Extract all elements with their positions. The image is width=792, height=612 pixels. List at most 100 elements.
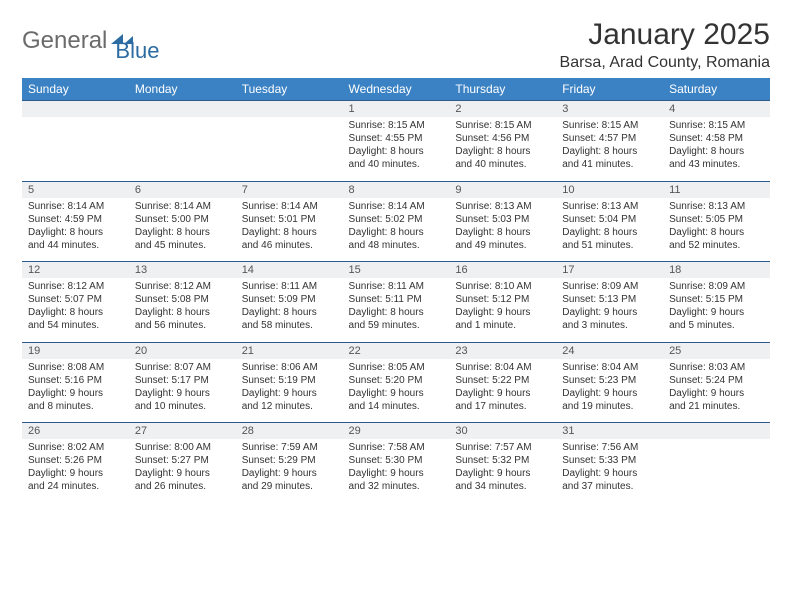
daylight-text-2: and 32 minutes. bbox=[349, 480, 444, 493]
sunrise-text: Sunrise: 8:08 AM bbox=[28, 361, 123, 374]
sunrise-text: Sunrise: 8:14 AM bbox=[349, 200, 444, 213]
sunset-text: Sunset: 5:03 PM bbox=[455, 213, 550, 226]
logo-text-general: General bbox=[22, 27, 107, 55]
sunset-text: Sunset: 5:32 PM bbox=[455, 454, 550, 467]
daylight-text-2: and 3 minutes. bbox=[562, 319, 657, 332]
daylight-text-2: and 59 minutes. bbox=[349, 319, 444, 332]
daylight-text-1: Daylight: 9 hours bbox=[562, 306, 657, 319]
date-cell bbox=[663, 423, 770, 440]
daylight-text-2: and 8 minutes. bbox=[28, 400, 123, 413]
daylight-text-1: Daylight: 9 hours bbox=[669, 387, 764, 400]
date-cell: 21 bbox=[236, 342, 343, 359]
date-cell: 28 bbox=[236, 423, 343, 440]
date-cell: 18 bbox=[663, 262, 770, 279]
daylight-text-1: Daylight: 9 hours bbox=[135, 467, 230, 480]
day-header-row: Sunday Monday Tuesday Wednesday Thursday… bbox=[22, 78, 770, 101]
sunset-text: Sunset: 5:27 PM bbox=[135, 454, 230, 467]
daylight-text-1: Daylight: 8 hours bbox=[669, 226, 764, 239]
day-header: Friday bbox=[556, 78, 663, 101]
sunrise-text: Sunrise: 7:58 AM bbox=[349, 441, 444, 454]
day-header: Saturday bbox=[663, 78, 770, 101]
sunrise-text: Sunrise: 8:11 AM bbox=[349, 280, 444, 293]
daylight-text-2: and 58 minutes. bbox=[242, 319, 337, 332]
sunset-text: Sunset: 5:09 PM bbox=[242, 293, 337, 306]
day-content-cell: Sunrise: 8:12 AMSunset: 5:08 PMDaylight:… bbox=[129, 278, 236, 342]
sunset-text: Sunset: 5:33 PM bbox=[562, 454, 657, 467]
sunrise-text: Sunrise: 7:59 AM bbox=[242, 441, 337, 454]
sunrise-text: Sunrise: 8:13 AM bbox=[669, 200, 764, 213]
daylight-text-2: and 44 minutes. bbox=[28, 239, 123, 252]
day-content-cell bbox=[22, 117, 129, 181]
calendar-table: Sunday Monday Tuesday Wednesday Thursday… bbox=[22, 78, 770, 503]
day-content-cell bbox=[129, 117, 236, 181]
daylight-text-1: Daylight: 9 hours bbox=[455, 306, 550, 319]
content-row: Sunrise: 8:12 AMSunset: 5:07 PMDaylight:… bbox=[22, 278, 770, 342]
sunrise-text: Sunrise: 8:02 AM bbox=[28, 441, 123, 454]
content-row: Sunrise: 8:02 AMSunset: 5:26 PMDaylight:… bbox=[22, 439, 770, 503]
day-header: Monday bbox=[129, 78, 236, 101]
daylight-text-2: and 37 minutes. bbox=[562, 480, 657, 493]
daylight-text-1: Daylight: 8 hours bbox=[28, 306, 123, 319]
date-cell: 7 bbox=[236, 181, 343, 198]
daylight-text-2: and 51 minutes. bbox=[562, 239, 657, 252]
date-row: 1234 bbox=[22, 101, 770, 118]
daylight-text-1: Daylight: 9 hours bbox=[562, 387, 657, 400]
date-cell bbox=[236, 101, 343, 118]
date-cell: 4 bbox=[663, 101, 770, 118]
date-cell: 12 bbox=[22, 262, 129, 279]
daylight-text-1: Daylight: 9 hours bbox=[28, 467, 123, 480]
daylight-text-1: Daylight: 9 hours bbox=[562, 467, 657, 480]
daylight-text-2: and 10 minutes. bbox=[135, 400, 230, 413]
sunrise-text: Sunrise: 8:06 AM bbox=[242, 361, 337, 374]
day-content-cell: Sunrise: 8:15 AMSunset: 4:56 PMDaylight:… bbox=[449, 117, 556, 181]
daylight-text-1: Daylight: 8 hours bbox=[135, 226, 230, 239]
sunset-text: Sunset: 4:56 PM bbox=[455, 132, 550, 145]
day-header: Sunday bbox=[22, 78, 129, 101]
date-cell: 14 bbox=[236, 262, 343, 279]
daylight-text-2: and 56 minutes. bbox=[135, 319, 230, 332]
daylight-text-2: and 46 minutes. bbox=[242, 239, 337, 252]
daylight-text-2: and 40 minutes. bbox=[349, 158, 444, 171]
date-cell: 23 bbox=[449, 342, 556, 359]
daylight-text-1: Daylight: 9 hours bbox=[455, 387, 550, 400]
day-content-cell: Sunrise: 8:00 AMSunset: 5:27 PMDaylight:… bbox=[129, 439, 236, 503]
sunset-text: Sunset: 5:11 PM bbox=[349, 293, 444, 306]
day-content-cell: Sunrise: 8:13 AMSunset: 5:03 PMDaylight:… bbox=[449, 198, 556, 262]
day-content-cell: Sunrise: 8:04 AMSunset: 5:22 PMDaylight:… bbox=[449, 359, 556, 423]
date-cell: 30 bbox=[449, 423, 556, 440]
sunrise-text: Sunrise: 8:07 AM bbox=[135, 361, 230, 374]
date-row: 262728293031 bbox=[22, 423, 770, 440]
day-content-cell: Sunrise: 7:59 AMSunset: 5:29 PMDaylight:… bbox=[236, 439, 343, 503]
sunrise-text: Sunrise: 8:15 AM bbox=[562, 119, 657, 132]
sunset-text: Sunset: 5:26 PM bbox=[28, 454, 123, 467]
sunset-text: Sunset: 4:57 PM bbox=[562, 132, 657, 145]
daylight-text-2: and 40 minutes. bbox=[455, 158, 550, 171]
daylight-text-2: and 41 minutes. bbox=[562, 158, 657, 171]
sunset-text: Sunset: 5:16 PM bbox=[28, 374, 123, 387]
daylight-text-2: and 29 minutes. bbox=[242, 480, 337, 493]
month-title: January 2025 bbox=[560, 18, 770, 52]
date-cell: 8 bbox=[343, 181, 450, 198]
sunrise-text: Sunrise: 8:09 AM bbox=[669, 280, 764, 293]
date-cell: 6 bbox=[129, 181, 236, 198]
sunset-text: Sunset: 5:29 PM bbox=[242, 454, 337, 467]
daylight-text-1: Daylight: 9 hours bbox=[669, 306, 764, 319]
day-content-cell: Sunrise: 8:10 AMSunset: 5:12 PMDaylight:… bbox=[449, 278, 556, 342]
sunset-text: Sunset: 5:22 PM bbox=[455, 374, 550, 387]
sunrise-text: Sunrise: 8:14 AM bbox=[28, 200, 123, 213]
daylight-text-2: and 5 minutes. bbox=[669, 319, 764, 332]
date-cell: 1 bbox=[343, 101, 450, 118]
daylight-text-2: and 1 minute. bbox=[455, 319, 550, 332]
content-row: Sunrise: 8:15 AMSunset: 4:55 PMDaylight:… bbox=[22, 117, 770, 181]
daylight-text-2: and 14 minutes. bbox=[349, 400, 444, 413]
sunset-text: Sunset: 4:58 PM bbox=[669, 132, 764, 145]
day-content-cell: Sunrise: 8:04 AMSunset: 5:23 PMDaylight:… bbox=[556, 359, 663, 423]
daylight-text-1: Daylight: 9 hours bbox=[455, 467, 550, 480]
sunset-text: Sunset: 5:01 PM bbox=[242, 213, 337, 226]
daylight-text-1: Daylight: 8 hours bbox=[455, 145, 550, 158]
date-cell: 17 bbox=[556, 262, 663, 279]
date-cell: 16 bbox=[449, 262, 556, 279]
sunset-text: Sunset: 5:13 PM bbox=[562, 293, 657, 306]
daylight-text-1: Daylight: 9 hours bbox=[349, 467, 444, 480]
day-content-cell: Sunrise: 8:15 AMSunset: 4:55 PMDaylight:… bbox=[343, 117, 450, 181]
